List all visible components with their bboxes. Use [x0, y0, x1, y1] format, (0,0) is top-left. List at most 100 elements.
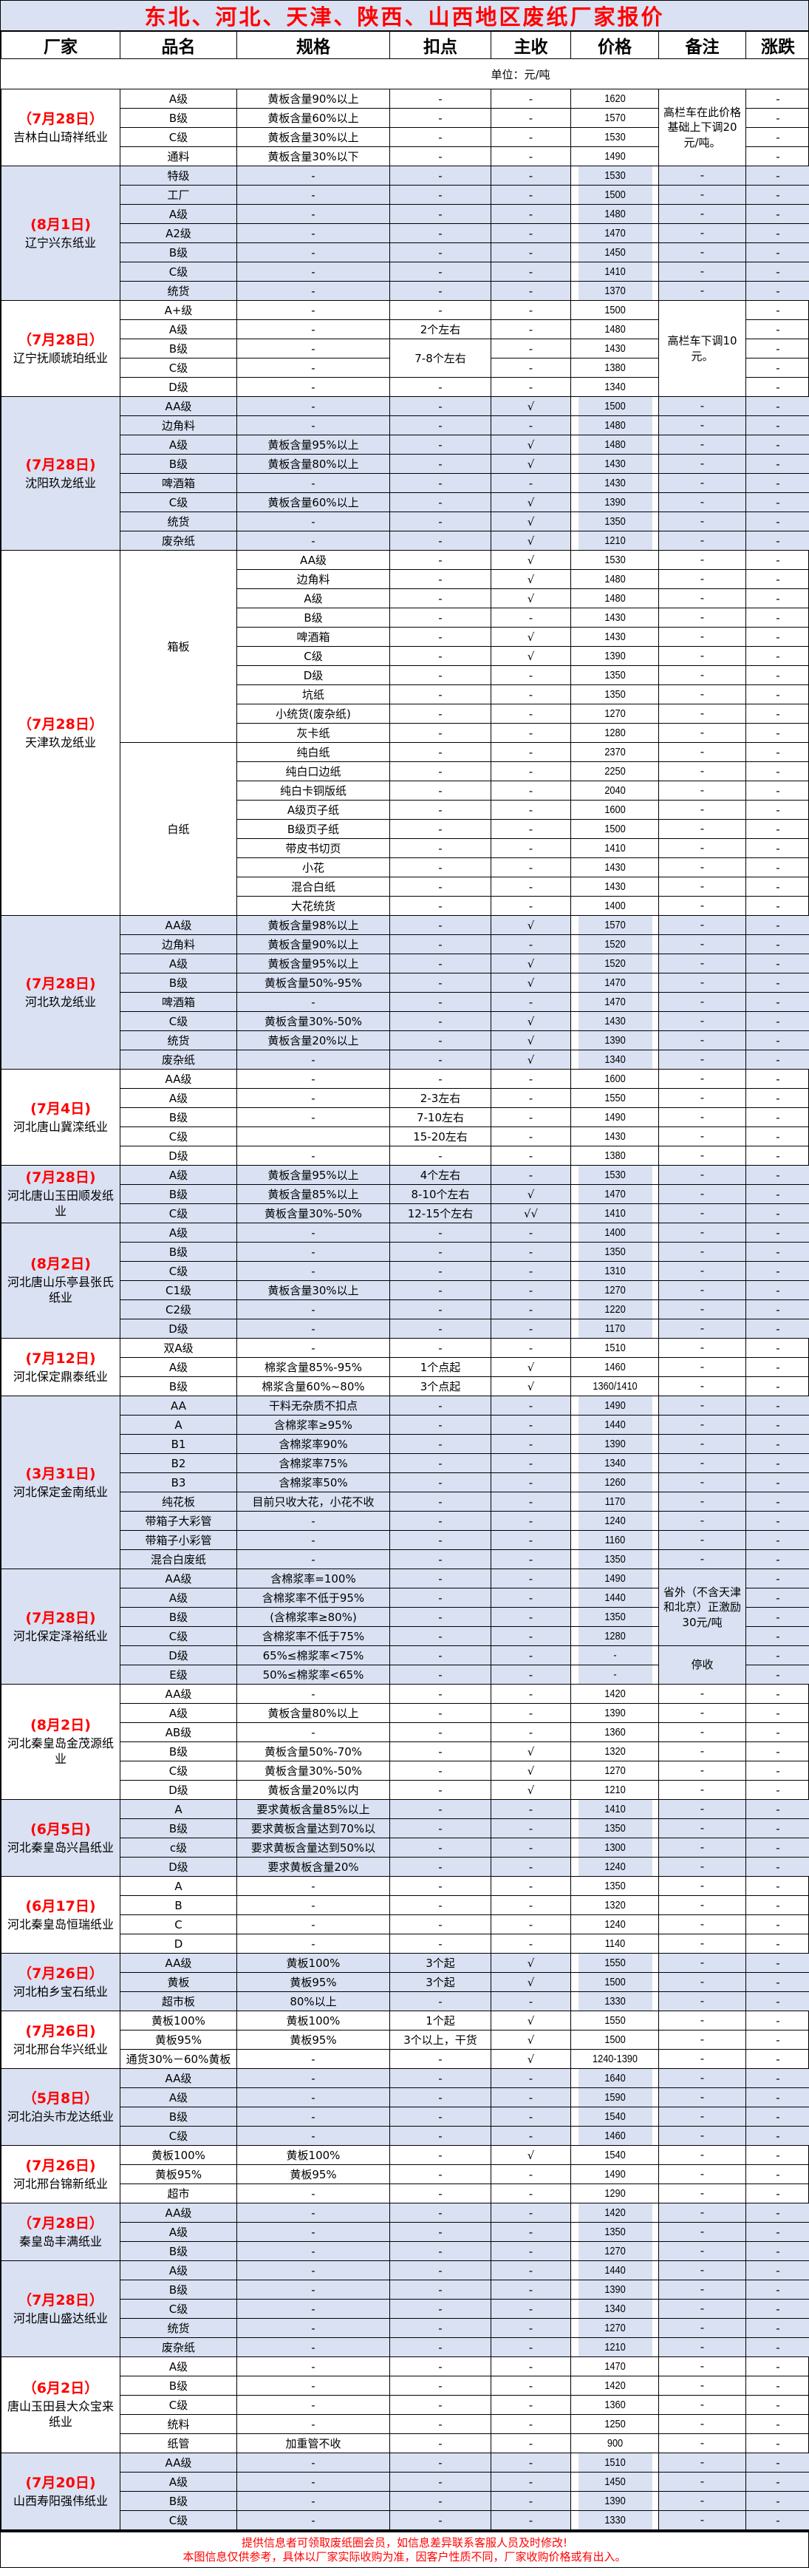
company-name: 河北玖龙纸业	[24, 994, 96, 1009]
spec-cell: -	[236, 319, 390, 339]
price-cell: 1490	[576, 1107, 653, 1127]
grade-cell: A	[120, 1799, 237, 1819]
change-cell: -	[745, 1645, 809, 1665]
main-purchase-cell: -	[491, 1684, 571, 1704]
company-cell: (7月28日) 河北保定泽裕纸业	[1, 1569, 120, 1685]
change-cell: -	[745, 1357, 809, 1377]
note-cell: -	[658, 2222, 746, 2242]
spec-cell: -	[236, 2260, 390, 2280]
table-row: C级 黄板含量60%以上 - √ 1390- -	[1, 492, 809, 512]
table-row: A级 -2个左右 -1480-	[1, 319, 809, 339]
table-row: (7月4日) 河北唐山冀滦纸业 AA级 - - -1600- -	[1, 1069, 809, 1166]
deduction-cell: -	[389, 1338, 491, 1358]
main-purchase-cell: √	[491, 627, 571, 647]
deduction-cell: -	[389, 2068, 491, 2088]
spec-cell: 黄板含量60%以上	[236, 108, 390, 128]
deduction-cell: -	[389, 435, 491, 455]
deduction-cell: -	[389, 377, 491, 397]
main-purchase-cell: -	[491, 242, 571, 262]
spec-cell: -	[236, 2203, 390, 2223]
table-row: 统货 - - √ 1350- -	[1, 512, 809, 531]
table-row: A级 黄板含量95%以上 - √ 1520- -	[1, 954, 809, 973]
deduction-cell: 2个左右	[389, 319, 491, 339]
company-cell: (7月28日) 沈阳玖龙纸业	[1, 396, 120, 551]
change-cell: -	[745, 1203, 809, 1223]
change-cell: -	[745, 281, 809, 301]
change-cell: -	[745, 2337, 809, 2357]
note-cell: -	[658, 1453, 746, 1473]
price-cell: 1600	[576, 800, 653, 820]
price-cell: 1390	[576, 492, 653, 512]
spec-cell: 黄板含量50%-70%	[236, 1741, 390, 1761]
price-cell: 1570	[576, 108, 653, 128]
price-cell: 1350	[576, 1549, 653, 1569]
spec-cell: B级	[236, 608, 390, 628]
table-row: C级 - √ 1390- -	[1, 646, 809, 666]
deduction-cell: -	[389, 1703, 491, 1723]
table-row: D级 黄板含量20%以内 - √ 1210- -	[1, 1780, 809, 1800]
price-cell: 1520	[576, 954, 653, 973]
grade-cell: AA级	[120, 1953, 237, 1973]
deduction-cell: -	[389, 2087, 491, 2107]
main-purchase-cell: -	[491, 185, 571, 205]
note-cell: -	[658, 1261, 746, 1281]
deduction-cell: -	[389, 1434, 491, 1454]
note-cell: -	[658, 781, 746, 801]
grade-cell: A级	[120, 89, 237, 109]
change-cell: -	[745, 627, 809, 647]
header-spec: 规格	[236, 31, 390, 59]
note-cell: -	[658, 2241, 746, 2261]
main-purchase-cell: √	[491, 1953, 571, 1973]
change-cell: -	[745, 1415, 809, 1435]
grade-cell: A级	[120, 2260, 237, 2280]
change-cell: -	[745, 127, 809, 147]
spec-cell: A级页子纸	[236, 800, 390, 820]
table-row: 统货 - - -1270- -	[1, 2318, 809, 2338]
grade-cell: AA级	[120, 2203, 237, 2223]
change-cell: -	[745, 973, 809, 993]
table-row: B级 - - -1450- -	[1, 242, 809, 262]
spec-cell: B级页子纸	[236, 819, 390, 839]
price-cell: 1490	[576, 1569, 653, 1588]
company-name: 唐山玉田县大众宝来纸业	[7, 2399, 114, 2430]
change-cell: -	[745, 2107, 809, 2127]
spec-cell: -	[236, 2241, 390, 2261]
change-cell: -	[745, 204, 809, 224]
spec-cell: 黄板含量95%以上	[236, 954, 390, 973]
grade-cell: 带箱子小彩管	[120, 1530, 237, 1550]
grade-cell: C级	[120, 1261, 237, 1281]
table-row: B1 含棉浆率90% - -1390- -	[1, 1434, 809, 1454]
note-cell: -	[658, 1357, 746, 1377]
note-cell: -	[658, 1972, 746, 1992]
main-purchase-cell: -	[491, 319, 571, 339]
price-cell: -	[576, 1645, 653, 1665]
change-cell: -	[745, 2376, 809, 2396]
grade-cell: A级	[120, 1357, 237, 1377]
company-name: 河北唐山盛达纸业	[13, 2311, 108, 2325]
note-cell: -	[658, 1780, 746, 1800]
note-cell: -	[658, 2068, 746, 2088]
table-row: （7月28日） 天津玖龙纸业 箱板 AA级 - √ 1530- -	[1, 550, 809, 916]
change-cell: -	[745, 1396, 809, 1416]
note-cell: 高栏车在此价格基础上下调20元/吨。	[658, 89, 746, 166]
change-cell: -	[745, 1626, 809, 1646]
change-cell: -	[745, 1857, 809, 1877]
price-cell: 1530	[576, 166, 653, 186]
company-name: 河北秦皇岛兴昌纸业	[7, 1840, 114, 1855]
grade-cell: D级	[120, 1645, 237, 1665]
grade-cell: C级	[120, 127, 237, 147]
change-cell: -	[745, 1242, 809, 1262]
price-cell: 1470	[576, 992, 653, 1012]
quote-date: (6月17日)	[25, 1897, 96, 1914]
deduction-cell: -	[389, 1838, 491, 1858]
change-cell: -	[745, 2318, 809, 2338]
grade-cell: A级	[120, 954, 237, 973]
spec-cell: 纯白纸	[236, 742, 390, 762]
grade-cell: A级	[120, 2222, 237, 2242]
header-change: 涨跌	[745, 31, 809, 59]
note-cell: 停收	[658, 1645, 746, 1685]
change-cell: -	[745, 2222, 809, 2242]
grade-cell: 废杂纸	[120, 2337, 237, 2357]
price-cell: 1490	[576, 2164, 653, 2184]
price-cell: 1350	[576, 512, 653, 531]
